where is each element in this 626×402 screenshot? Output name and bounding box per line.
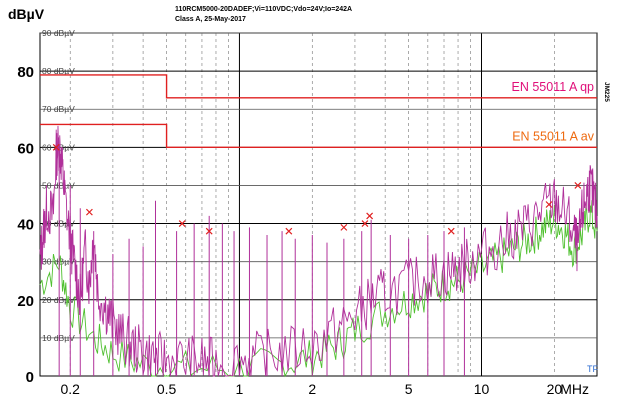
limit-line	[40, 123, 597, 149]
y-minor-tick-label: 30 dBµV	[42, 257, 75, 267]
y-unit-label: dBµV	[8, 6, 45, 22]
plot-area	[39, 32, 598, 377]
right-tag: JM225	[603, 82, 610, 102]
measurement-marker	[285, 227, 293, 235]
limit-label: EN 55011 A av	[512, 129, 595, 143]
x-tick-label: 5	[405, 381, 413, 397]
measurement-marker	[205, 227, 213, 235]
measurement-marker	[340, 223, 348, 231]
y-minor-tick-label: 90 dBµV	[42, 28, 75, 38]
corner-tag: TF	[587, 364, 598, 374]
measurement-marker	[178, 220, 186, 227]
x-tick-label: 20	[547, 381, 563, 397]
y-minor-tick-label: 70 dBµV	[42, 104, 75, 114]
y-major-tick-label: 0	[26, 369, 34, 386]
y-minor-tick-label: 20 dBµV	[42, 295, 75, 305]
limit-line	[40, 74, 597, 99]
y-minor-tick-label: 50 dBµV	[42, 180, 75, 190]
x-tick-label: 0.2	[61, 381, 81, 397]
y-minor-tick-label: 10 dBµV	[42, 333, 75, 343]
chart-subtitle: Class A, 25-May-2017	[175, 16, 246, 23]
y-major-tick-label: 60	[17, 140, 34, 157]
x-tick-label: 10	[474, 381, 490, 397]
x-tick-label: 0.5	[157, 381, 177, 397]
y-minor-tick-label: 80 dBµV	[42, 66, 75, 76]
measurement-marker	[361, 220, 369, 227]
measurement-marker	[85, 208, 93, 216]
y-major-tick-label: 80	[17, 64, 34, 81]
measurement-marker	[52, 143, 60, 151]
y-minor-tick-label: 40 dBµV	[42, 219, 75, 229]
y-major-tick-label: 40	[17, 217, 34, 234]
x-tick-label: 2	[308, 381, 316, 397]
measurement-marker	[447, 227, 455, 235]
x-tick-label: 1	[236, 381, 244, 397]
limit-label: EN 55011 A qp	[512, 80, 595, 94]
measurement-marker	[545, 201, 553, 208]
measurement-marker	[574, 182, 582, 189]
x-unit-label: MHz	[560, 381, 589, 397]
measurement-marker	[366, 212, 374, 220]
average-trace	[39, 200, 598, 378]
chart-title: 110RCM5000-20DADEF;Vi=110VDC;Vdo=24V;Io=…	[175, 6, 353, 13]
y-major-tick-label: 20	[17, 293, 34, 310]
